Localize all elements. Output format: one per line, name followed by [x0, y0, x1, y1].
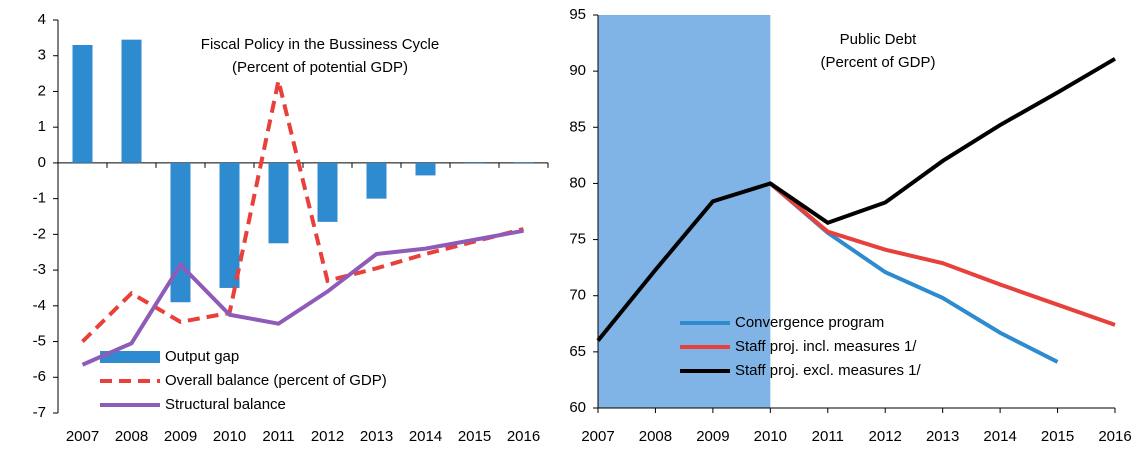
x-tick-label: 2013: [360, 428, 393, 445]
series-line: [769, 181, 1059, 364]
y-tick-label: 85: [569, 118, 586, 135]
y-tick-label: 3: [38, 47, 46, 64]
chart-title: Fiscal Policy in the Bussiness Cycle: [201, 36, 439, 53]
y-tick-label: -1: [33, 190, 46, 207]
x-tick-label: 2012: [311, 428, 344, 445]
highlight-band: [598, 15, 771, 408]
x-tick-label: 2015: [458, 428, 491, 445]
bar: [72, 45, 93, 163]
y-tick-label: -2: [33, 225, 46, 242]
legend-label: Staff proj. excl. measures 1/: [735, 362, 921, 379]
legend-label: Structural balance: [165, 396, 286, 413]
y-tick-label: 95: [569, 6, 586, 23]
legend-label: Staff proj. incl. measures 1/: [735, 338, 917, 355]
x-tick-label: 2011: [262, 428, 294, 445]
x-tick-label: 2010: [213, 428, 246, 445]
x-tick-label: 2007: [66, 428, 99, 445]
series-line: [596, 57, 1117, 342]
bar: [268, 162, 289, 244]
x-tick-label: 2014: [983, 428, 1016, 445]
bar: [415, 162, 436, 176]
x-tick-label: 2016: [507, 428, 540, 445]
x-tick-label: 2012: [869, 428, 902, 445]
bar: [219, 162, 240, 288]
x-tick-label: 2008: [115, 428, 148, 445]
x-tick-label: 2016: [1098, 428, 1131, 445]
chart-subtitle: (Percent of potential GDP): [232, 59, 408, 76]
y-tick-label: -6: [33, 368, 46, 385]
bar: [366, 162, 387, 199]
legend-swatch: [100, 351, 160, 363]
bar: [121, 39, 142, 163]
x-tick-label: 2010: [754, 428, 787, 445]
x-tick-label: 2009: [696, 428, 729, 445]
chart-title: Public Debt: [840, 31, 918, 48]
y-tick-label: 2: [38, 82, 46, 99]
legend-label: Output gap: [165, 348, 239, 365]
y-tick-label: 1: [38, 118, 46, 135]
bar: [464, 162, 485, 164]
y-tick-label: -3: [33, 261, 46, 278]
y-tick-label: 75: [569, 231, 586, 248]
bar: [513, 162, 534, 163]
series-line: [81, 228, 524, 367]
x-tick-label: 2013: [926, 428, 959, 445]
y-tick-label: -4: [33, 297, 46, 314]
y-tick-label: 70: [569, 287, 586, 304]
y-tick-label: 65: [569, 343, 586, 360]
bar: [317, 162, 338, 222]
x-tick-label: 2015: [1041, 428, 1074, 445]
y-tick-label: 80: [569, 174, 586, 191]
x-tick-label: 2014: [409, 428, 442, 445]
x-tick-label: 2008: [639, 428, 672, 445]
x-tick-label: 2007: [581, 428, 614, 445]
chart-subtitle: (Percent of GDP): [820, 54, 935, 71]
y-tick-label: 60: [569, 399, 586, 416]
legend-label: Overall balance (percent of GDP): [165, 372, 387, 389]
y-tick-label: -5: [33, 333, 46, 350]
y-tick-label: 4: [38, 11, 46, 28]
series-line: [81, 80, 524, 343]
y-tick-label: 90: [569, 62, 586, 79]
bar: [170, 162, 191, 303]
y-tick-label: 0: [38, 154, 46, 171]
series-line: [769, 181, 1116, 327]
legend-label: Convergence program: [735, 314, 884, 331]
x-tick-label: 2009: [164, 428, 197, 445]
y-tick-label: -7: [33, 404, 46, 421]
x-tick-label: 2011: [812, 428, 844, 445]
